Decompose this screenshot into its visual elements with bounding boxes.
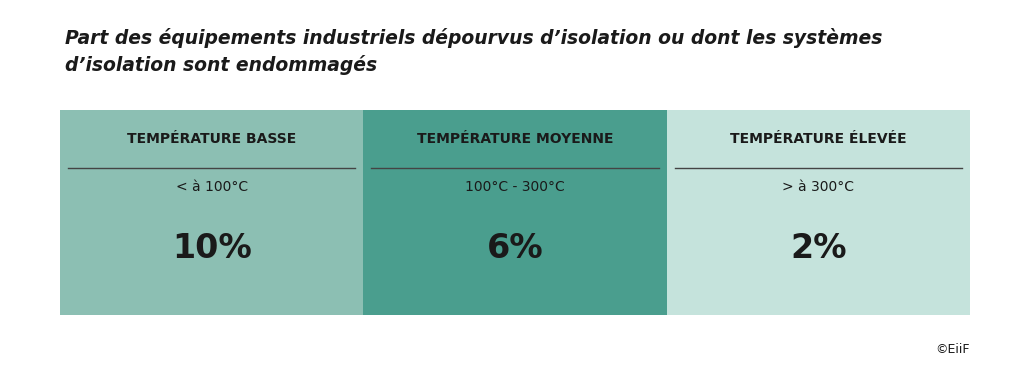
Bar	[364, 110, 667, 315]
Text: ©EiiF: ©EiiF	[936, 343, 970, 356]
Text: TEMPÉRATURE MOYENNE: TEMPÉRATURE MOYENNE	[417, 132, 613, 146]
Bar	[667, 110, 970, 315]
Text: TEMPÉRATURE BASSE: TEMPÉRATURE BASSE	[127, 132, 296, 146]
Text: TEMPÉRATURE ÉLEVÉE: TEMPÉRATURE ÉLEVÉE	[730, 132, 906, 146]
Text: 2%: 2%	[791, 232, 847, 265]
Text: 100°C - 300°C: 100°C - 300°C	[465, 180, 565, 194]
Text: Part des équipements industriels dépourvus d’isolation ou dont les systèmes
d’is: Part des équipements industriels dépourv…	[65, 28, 883, 75]
Bar	[60, 110, 364, 315]
Text: 6%: 6%	[486, 232, 544, 265]
Text: > à 300°C: > à 300°C	[782, 180, 854, 194]
Text: < à 100°C: < à 100°C	[175, 180, 248, 194]
Text: 10%: 10%	[172, 232, 252, 265]
